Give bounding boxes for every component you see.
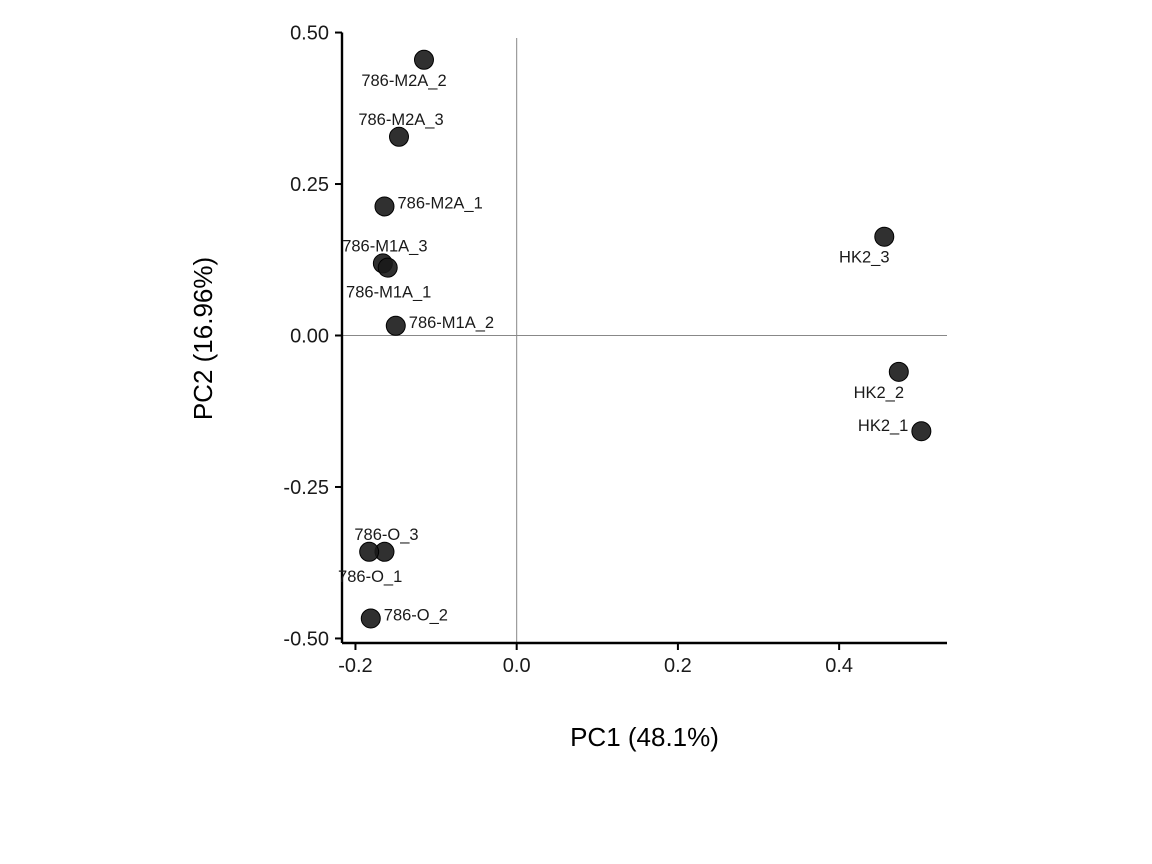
- y-tick-label: -0.25: [283, 477, 329, 499]
- data-point: [377, 257, 398, 278]
- point-label: 786-M2A_3: [358, 111, 443, 129]
- y-tick-label: 0.00: [290, 326, 329, 348]
- data-point: [374, 196, 395, 217]
- y-axis-title: PC2 (16.96%): [188, 257, 218, 420]
- point-label: 786-M2A_1: [397, 194, 482, 212]
- ticks: -0.2 0.0 0.2 0.4 0.50 0.25 0.00 -0.25 -0.50: [283, 23, 853, 677]
- y-tick-label: 0.50: [290, 23, 329, 45]
- point-label: 786-O_2: [384, 606, 448, 624]
- y-tick-label: -0.50: [283, 628, 329, 650]
- point-label: HK2_3: [839, 249, 889, 267]
- data-point: [388, 126, 409, 147]
- data-points: [359, 49, 932, 629]
- data-point: [888, 361, 909, 382]
- x-tick-label: 0.2: [664, 655, 692, 677]
- point-label: HK2_1: [858, 417, 908, 435]
- point-label: 786-M2A_2: [361, 72, 446, 90]
- point-label: 786-M1A_2: [409, 314, 494, 332]
- y-tick-label: 0.25: [290, 174, 329, 196]
- data-point: [874, 226, 895, 247]
- x-tick-label: 0.4: [825, 655, 853, 677]
- x-tick-label: -0.2: [338, 655, 372, 677]
- data-point: [385, 315, 406, 336]
- data-point: [911, 421, 932, 442]
- axes: [340, 32, 947, 645]
- x-axis-title: PC1 (48.1%): [570, 722, 719, 752]
- point-label: 786-O_3: [354, 526, 418, 544]
- data-point: [413, 49, 434, 70]
- point-labels: 786-M2A_2 786-M2A_3 786-M2A_1 786-M1A_3 786-…: [338, 72, 908, 625]
- point-label: 786-M1A_1: [346, 284, 431, 302]
- point-label: 786-M1A_3: [342, 237, 427, 255]
- reference-lines: [342, 38, 947, 643]
- point-label: HK2_2: [854, 384, 904, 402]
- x-tick-label: 0.0: [503, 655, 531, 677]
- data-point: [360, 608, 381, 629]
- data-point: [359, 541, 380, 562]
- point-label: 786-O_1: [338, 568, 402, 586]
